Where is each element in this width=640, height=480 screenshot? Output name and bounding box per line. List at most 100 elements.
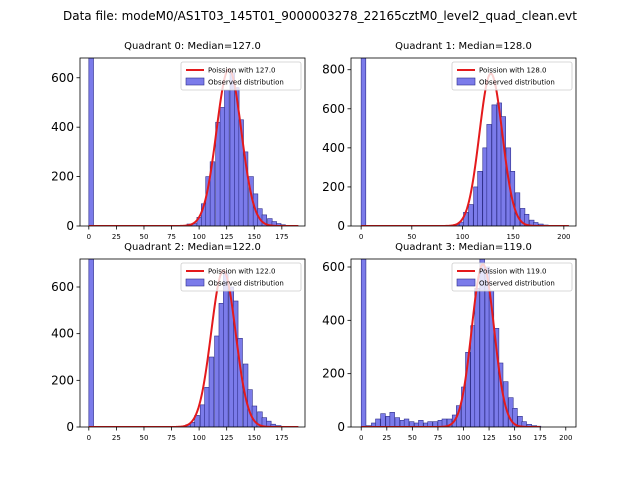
histogram-bar: [500, 116, 506, 226]
y-tick-label: 800: [322, 63, 345, 77]
legend-observed-label: Observed distribution: [208, 280, 284, 288]
x-tick-label: 0: [87, 434, 91, 442]
x-tick-label: 100: [457, 434, 470, 442]
legend-observed-label: Observed distribution: [208, 79, 284, 87]
quadrant-0-legend: Poission with 127.0 Observed distribution: [180, 61, 302, 91]
y-tick-label: 0: [66, 219, 74, 233]
y-tick-label: 0: [337, 420, 345, 434]
x-tick-label: 100: [192, 233, 205, 241]
legend-observed-swatch: [456, 77, 476, 86]
histogram-bar: [224, 89, 230, 226]
legend-box: [451, 61, 573, 91]
legend-poisson-label: Poission with 127.0: [208, 67, 276, 75]
histogram-bar: [394, 417, 400, 427]
legend-observed-swatch: [185, 77, 205, 86]
quadrant-3-title: Quadrant 3: Median=119.0: [395, 242, 532, 253]
x-tick-label: 0: [359, 233, 363, 241]
histogram-bar: [468, 204, 474, 226]
x-tick-label: 75: [167, 434, 176, 442]
histogram-bar: [199, 404, 206, 427]
poisson-curve: [361, 72, 569, 226]
y-tick-label: 400: [51, 327, 74, 341]
histogram-bar: [375, 418, 381, 427]
y-tick-label: 600: [51, 71, 74, 85]
x-tick-label: 150: [508, 434, 521, 442]
y-tick-label: 200: [51, 373, 74, 387]
legend-poisson-label: Poission with 128.0: [479, 67, 547, 75]
histogram-bar: [474, 288, 480, 427]
x-tick-label: 150: [506, 233, 519, 241]
x-tick-label: 125: [220, 233, 233, 241]
subplots-grid: Quadrant 0: Median=127.0 0 25 50 75 100 125 150…: [51, 41, 577, 442]
quadrant-1-plot: Quadrant 1: Median=128.0 0 50 100 150 200 0 200…: [322, 41, 577, 241]
histogram-bar: [219, 107, 226, 226]
x-tick-label: 50: [140, 233, 149, 241]
x-tick-label: 50: [408, 434, 417, 442]
quadrant-3-plot: Quadrant 3: Median=119.0 0 25 50 75 100 125 150…: [322, 242, 577, 442]
histogram-bar: [465, 352, 471, 427]
legend-box: [180, 61, 302, 91]
legend-observed-swatch: [185, 278, 205, 287]
legend-observed-label: Observed distribution: [479, 280, 555, 288]
histogram-bar: [380, 413, 386, 427]
y-tick-label: 400: [322, 313, 345, 327]
legend-poisson-label: Poission with 122.0: [208, 268, 276, 276]
histogram-bar: [526, 424, 532, 427]
x-tick-label: 150: [248, 233, 261, 241]
y-tick-label: 400: [322, 141, 345, 155]
histogram-bar: [88, 58, 94, 226]
quadrant-0-title: Quadrant 0: Median=127.0: [124, 41, 261, 52]
histogram-bar: [477, 171, 483, 226]
histogram-bar: [242, 151, 249, 226]
x-tick-label: 200: [557, 233, 570, 241]
y-tick-label: 600: [322, 102, 345, 116]
x-tick-label: 100: [456, 233, 469, 241]
quadrant-2-axes-frame: [79, 258, 306, 428]
histogram-bar: [403, 418, 410, 427]
histogram-bar: [389, 412, 395, 427]
poisson-curve: [88, 68, 299, 226]
y-tick-label: 400: [51, 120, 74, 134]
legend-poisson-label: Poission with 119.0: [479, 268, 547, 276]
histogram-bar: [223, 272, 229, 427]
histogram-bar: [204, 387, 210, 427]
x-tick-label: 25: [112, 233, 121, 241]
poisson-curve: [88, 269, 299, 427]
histogram-bar: [88, 259, 94, 427]
legend-observed-swatch: [456, 278, 476, 287]
quadrant-1-title: Quadrant 1: Median=128.0: [395, 41, 532, 52]
histogram-bar: [214, 335, 220, 427]
histogram-bar: [229, 72, 235, 226]
legend-observed-label: Observed distribution: [479, 79, 555, 87]
quadrant-0-axes-frame: [79, 57, 306, 227]
histogram-bar: [418, 420, 424, 427]
x-tick-label: 175: [275, 434, 288, 442]
y-tick-label: 0: [66, 420, 74, 434]
x-tick-label: 125: [220, 434, 233, 442]
x-tick-label: 175: [275, 233, 288, 241]
x-tick-label: 200: [559, 434, 572, 442]
quadrant-0-plot: Quadrant 0: Median=127.0 0 25 50 75 100 125 150…: [51, 41, 306, 241]
figure-suptitle: Data file: modeM0/AS1T03_145T01_90000032…: [63, 9, 577, 23]
histogram-bar: [479, 259, 485, 427]
x-tick-label: 0: [359, 434, 363, 442]
x-tick-label: 50: [407, 233, 416, 241]
x-tick-label: 25: [382, 434, 391, 442]
x-tick-label: 50: [140, 434, 149, 442]
x-tick-label: 100: [192, 434, 205, 442]
x-tick-label: 25: [112, 434, 121, 442]
histogram-bar: [491, 104, 497, 226]
histogram-bar: [208, 356, 215, 427]
quadrant-1-axes-frame: [350, 57, 577, 227]
y-tick-label: 0: [337, 219, 345, 233]
y-tick-label: 600: [51, 280, 74, 294]
histogram-bar: [360, 58, 367, 226]
y-tick-label: 600: [322, 260, 345, 274]
x-tick-label: 0: [87, 233, 91, 241]
quadrant-2-title: Quadrant 2: Median=122.0: [124, 242, 261, 253]
histogram-bar: [270, 423, 276, 427]
quadrant-2-legend: Poission with 122.0 Observed distribution: [180, 262, 302, 292]
histogram-bar: [441, 418, 448, 427]
histogram-bar: [512, 408, 518, 427]
